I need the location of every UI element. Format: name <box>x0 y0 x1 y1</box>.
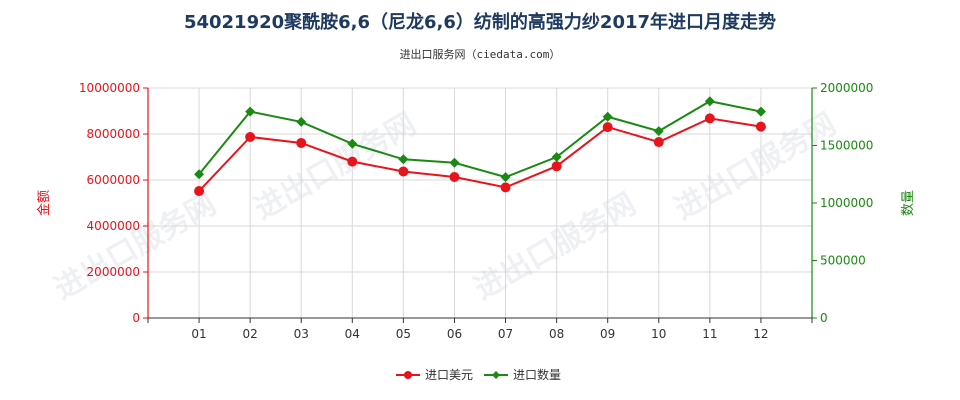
data-point-import-usd <box>704 113 715 124</box>
data-point-import-usd <box>755 121 766 132</box>
legend-marker-import-quantity <box>492 371 500 379</box>
series-line-import-usd <box>198 117 762 192</box>
right-axis-title: 数量 <box>901 190 916 216</box>
watermark-text: 进出口服务网 <box>49 187 222 307</box>
x-axis-ticks: 01 02 03 04 05 06 07 08 09 10 11 12 <box>147 318 813 341</box>
left-tick-label: 0 <box>132 311 140 325</box>
chart-subtitle: 进出口服务网（ciedata.com） <box>400 47 561 61</box>
data-point-import-quantity <box>704 96 715 107</box>
x-tick-label: 09 <box>600 327 615 341</box>
data-point-import-usd <box>194 186 205 197</box>
data-point-import-usd <box>449 172 460 183</box>
x-tick-label: 03 <box>294 327 309 341</box>
data-point-import-usd <box>653 137 664 148</box>
chart-title: 54021920聚酰胺6,6（尼龙6,6）纺制的高强力纱2017年进口月度走势 <box>184 11 776 33</box>
data-point-import-quantity <box>398 154 409 165</box>
x-tick-label: 05 <box>396 327 411 341</box>
right-tick-label: 1500000 <box>820 139 873 153</box>
x-tick-label: 02 <box>243 327 258 341</box>
right-tick-label: 500000 <box>820 254 866 268</box>
x-tick-label: 11 <box>702 327 717 341</box>
left-axis-ticks: 0 2000000 4000000 6000000 8000000 10000000 <box>79 81 148 325</box>
data-point-import-quantity <box>296 116 307 127</box>
right-tick-label: 2000000 <box>820 81 873 95</box>
left-tick-label: 2000000 <box>87 265 140 279</box>
left-tick-label: 6000000 <box>87 173 140 187</box>
data-point-import-usd <box>602 122 613 133</box>
right-tick-label: 1000000 <box>820 196 873 210</box>
data-point-import-usd <box>398 166 409 177</box>
data-point-import-usd <box>296 137 307 148</box>
legend-label-import-quantity: 进口数量 <box>513 367 561 382</box>
data-point-import-quantity <box>653 126 664 137</box>
data-point-import-quantity <box>194 169 205 180</box>
right-axis-ticks: 0 500000 1000000 1500000 2000000 <box>812 81 873 325</box>
data-point-import-quantity <box>449 157 460 168</box>
left-tick-label: 4000000 <box>87 219 140 233</box>
x-tick-label: 10 <box>651 327 666 341</box>
data-point-import-usd <box>500 182 511 193</box>
data-point-import-quantity <box>347 138 358 149</box>
legend: 进口美元 进口数量 <box>396 367 561 382</box>
x-tick-label: 01 <box>191 327 206 341</box>
data-point-import-usd <box>347 156 358 167</box>
data-point-import-quantity <box>755 106 766 117</box>
x-tick-label: 07 <box>498 327 513 341</box>
series-line-import-quantity <box>198 100 762 179</box>
x-tick-label: 04 <box>345 327 360 341</box>
legend-item-import-quantity[interactable]: 进口数量 <box>484 367 561 382</box>
legend-item-import-usd[interactable]: 进口美元 <box>396 368 473 382</box>
watermark-text: 进出口服务网 <box>249 107 422 227</box>
data-point-import-quantity <box>500 172 511 183</box>
series-layer <box>194 96 766 197</box>
legend-label-import-usd: 进口美元 <box>425 368 473 382</box>
data-point-import-usd <box>551 161 562 172</box>
left-axis-title: 金额 <box>36 190 52 216</box>
x-tick-label: 06 <box>447 327 462 341</box>
right-tick-label: 0 <box>820 311 828 325</box>
left-tick-label: 10000000 <box>79 81 140 95</box>
x-tick-label: 12 <box>753 327 768 341</box>
legend-marker-import-usd <box>404 371 412 379</box>
data-point-import-quantity <box>602 111 613 122</box>
watermark-text: 进出口服务网 <box>469 187 642 307</box>
data-point-import-usd <box>245 131 256 142</box>
data-point-import-quantity <box>551 152 562 162</box>
left-tick-label: 8000000 <box>87 127 140 141</box>
x-tick-label: 08 <box>549 327 564 341</box>
data-point-import-quantity <box>245 106 256 117</box>
